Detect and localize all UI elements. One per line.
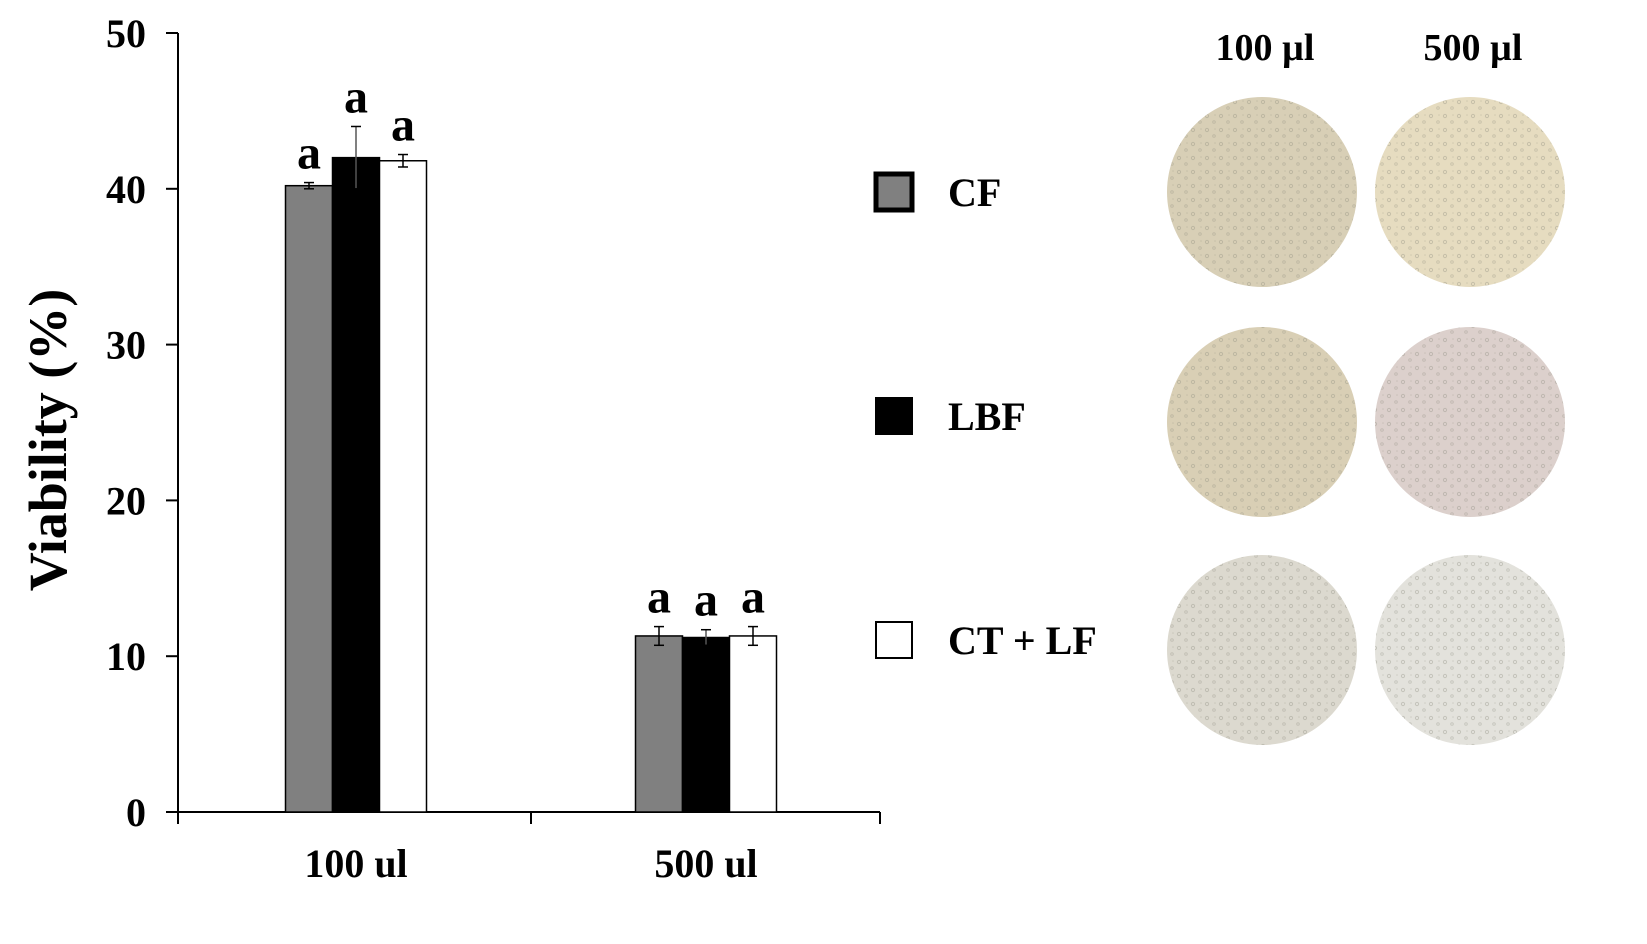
micrograph-panel: 100 µl 500 µl — [1167, 27, 1565, 745]
y-tick-label: 50 — [106, 11, 146, 56]
y-tick-label: 20 — [106, 478, 146, 523]
bar — [284, 184, 334, 813]
y-tick-label: 30 — [106, 323, 146, 368]
y-tick-label: 40 — [106, 167, 146, 212]
significance-letter: a — [344, 70, 368, 123]
legend-swatch — [873, 171, 915, 213]
micrograph-cells — [1375, 555, 1565, 745]
bar — [378, 160, 428, 813]
bars — [284, 156, 778, 813]
significance-letter: a — [741, 571, 765, 624]
legend: CF LBF CT + LF — [873, 170, 1097, 663]
bar — [728, 635, 778, 813]
legend-label: CF — [948, 170, 1001, 215]
y-axis-title: Viability (%) — [18, 289, 78, 591]
x-tick-label: 500 ul — [654, 841, 757, 886]
bar — [634, 635, 684, 813]
micrograph-column-label: 100 µl — [1216, 27, 1315, 69]
significance-letter: a — [391, 99, 415, 152]
micrograph-column-label: 500 µl — [1424, 27, 1523, 69]
significance-letter: a — [647, 571, 671, 624]
micrograph-cells — [1167, 97, 1357, 287]
x-tick-label: 100 ul — [304, 841, 407, 886]
micrograph-grid — [1167, 97, 1565, 745]
legend-label: LBF — [948, 394, 1026, 439]
significance-letter: a — [297, 127, 321, 180]
micrograph-cells — [1375, 97, 1565, 287]
legend-label: CT + LF — [948, 618, 1097, 663]
x-axis: 100 ul 500 ul — [177, 811, 881, 886]
micrograph-cells — [1167, 327, 1357, 517]
micrograph-cells — [1167, 555, 1357, 745]
significance-letter: a — [694, 574, 718, 627]
legend-swatch — [875, 397, 913, 435]
bar — [331, 156, 381, 813]
y-tick-label: 0 — [126, 790, 146, 835]
y-tick-label: 10 — [106, 634, 146, 679]
bar — [681, 636, 731, 813]
micrograph-cells — [1375, 327, 1565, 517]
error-bars — [304, 125, 758, 647]
y-axis: 0 10 20 30 40 50 — [106, 11, 179, 835]
legend-swatch — [875, 621, 913, 659]
